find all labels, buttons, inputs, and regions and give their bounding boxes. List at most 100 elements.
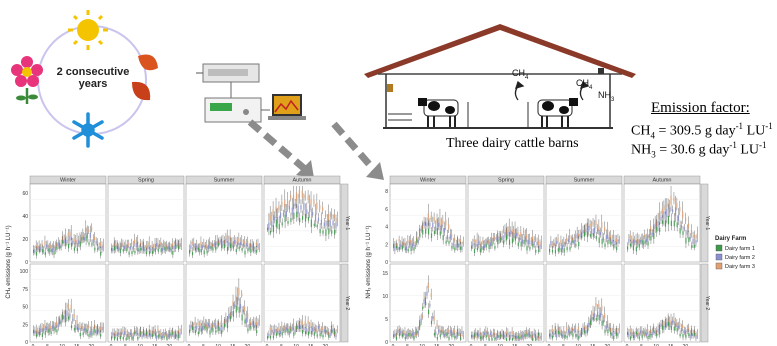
box-plot-mark bbox=[126, 244, 129, 249]
season-label: Winter bbox=[420, 178, 436, 184]
box-plot-mark bbox=[76, 320, 78, 324]
box-plot-mark bbox=[272, 335, 275, 339]
box-plot-mark bbox=[145, 245, 147, 249]
box-plot-mark bbox=[245, 243, 247, 247]
box-plot-mark bbox=[293, 332, 295, 336]
box-plot-mark bbox=[495, 336, 497, 339]
box-plot-mark bbox=[494, 246, 496, 249]
y-tick-label: 4 bbox=[385, 225, 388, 231]
box-plot-mark bbox=[635, 331, 637, 335]
box-plot-mark bbox=[194, 246, 196, 249]
box-plot-mark bbox=[551, 244, 553, 247]
box-plot-mark bbox=[645, 238, 647, 243]
box-plot-mark bbox=[644, 233, 646, 237]
box-plot-mark bbox=[299, 218, 301, 223]
box-plot-mark bbox=[605, 325, 607, 329]
box-plot-mark bbox=[100, 251, 102, 256]
box-plot-mark bbox=[284, 326, 286, 330]
box-plot-mark bbox=[293, 212, 295, 219]
box-plot-mark bbox=[408, 333, 411, 336]
ch4_panel-facet-grid: CH₄ emissions (g h⁻¹ LU⁻¹) Winter 0 20 40 60 0… bbox=[6, 175, 350, 346]
box-plot-mark bbox=[672, 320, 674, 324]
y-tick-label: 10 bbox=[382, 294, 388, 300]
box-plot-mark bbox=[692, 333, 694, 337]
box-plot-mark bbox=[112, 332, 114, 336]
box-plot-mark bbox=[629, 235, 631, 239]
box-plot-mark bbox=[496, 333, 499, 336]
box-plot-mark bbox=[451, 334, 453, 338]
box-plot-mark bbox=[271, 220, 273, 227]
box-plot-mark bbox=[533, 332, 535, 336]
box-plot-mark bbox=[68, 243, 70, 249]
box-plot-mark bbox=[394, 246, 396, 251]
box-plot-mark bbox=[170, 333, 172, 337]
box-plot-mark bbox=[221, 244, 223, 248]
box-plot-mark bbox=[674, 323, 677, 328]
box-plot-mark bbox=[449, 234, 451, 239]
x-tick-label: 20 bbox=[605, 344, 611, 346]
box-plot-mark bbox=[307, 216, 310, 221]
box-plot-mark bbox=[58, 319, 61, 323]
box-plot-mark bbox=[574, 327, 577, 330]
box-plot-mark bbox=[632, 238, 634, 243]
box-plot-mark bbox=[197, 247, 199, 251]
box-plot-mark bbox=[446, 235, 448, 239]
box-plot-mark bbox=[178, 245, 180, 250]
box-plot-mark bbox=[238, 238, 240, 243]
box-plot-mark bbox=[142, 330, 144, 334]
box-plot-mark bbox=[314, 213, 317, 222]
box-plot-mark bbox=[647, 328, 649, 333]
box-plot-mark bbox=[598, 237, 600, 243]
y-tick-label: 15 bbox=[382, 271, 388, 277]
ch4-emission-factor: CH4 = 309.5 g day-1 LU-1 bbox=[631, 121, 773, 141]
box-plot-mark bbox=[247, 313, 249, 319]
box-plot-mark bbox=[557, 238, 559, 242]
box-plot-mark bbox=[693, 330, 695, 334]
box-plot-mark bbox=[83, 237, 86, 241]
box-plot-mark bbox=[632, 335, 635, 338]
box-plot-mark bbox=[628, 239, 630, 243]
box-plot-mark bbox=[494, 236, 496, 240]
box-plot-mark bbox=[429, 304, 431, 307]
box-plot-mark bbox=[427, 282, 429, 289]
box-plot-mark bbox=[454, 247, 456, 251]
box-plot-mark bbox=[660, 216, 662, 221]
box-plot-mark bbox=[679, 323, 681, 327]
box-plot-mark bbox=[125, 244, 127, 248]
box-plot-mark bbox=[212, 327, 214, 332]
box-plot-mark bbox=[275, 328, 277, 332]
x-tick-label: 15 bbox=[152, 344, 158, 346]
box-plot-mark bbox=[644, 240, 646, 244]
box-plot-mark bbox=[425, 228, 427, 234]
box-plot-mark bbox=[330, 213, 333, 217]
box-plot-mark bbox=[413, 247, 415, 251]
box-plot-mark bbox=[511, 229, 513, 235]
box-plot-mark bbox=[433, 332, 436, 336]
box-plot-mark bbox=[638, 244, 640, 248]
box-plot-mark bbox=[478, 333, 480, 337]
box-plot-mark bbox=[312, 212, 314, 216]
box-plot-mark bbox=[269, 230, 272, 234]
box-plot-mark bbox=[551, 328, 553, 332]
box-plot-mark bbox=[75, 240, 77, 245]
box-plot-mark bbox=[282, 213, 285, 216]
box-plot-mark bbox=[607, 229, 609, 235]
box-plot-mark bbox=[310, 199, 312, 206]
box-plot-mark bbox=[73, 238, 75, 242]
box-plot-mark bbox=[63, 315, 65, 320]
box-plot-mark bbox=[632, 332, 634, 335]
box-plot-mark bbox=[335, 222, 337, 229]
x-tick-label: 20 bbox=[683, 344, 689, 346]
ch4_panel-y-axis-label: CH₄ emissions (g h⁻¹ LU⁻¹) bbox=[6, 225, 12, 298]
box-plot-mark bbox=[177, 330, 179, 334]
box-plot-mark bbox=[200, 241, 202, 246]
box-plot-mark bbox=[491, 338, 493, 341]
box-plot-mark bbox=[482, 335, 484, 339]
box-plot-mark bbox=[175, 333, 177, 337]
box-plot-mark bbox=[404, 330, 406, 334]
box-plot-mark bbox=[538, 332, 540, 336]
box-plot-mark bbox=[65, 317, 67, 323]
box-plot-mark bbox=[158, 244, 161, 247]
box-plot-mark bbox=[148, 251, 151, 255]
box-plot-mark bbox=[284, 329, 286, 333]
